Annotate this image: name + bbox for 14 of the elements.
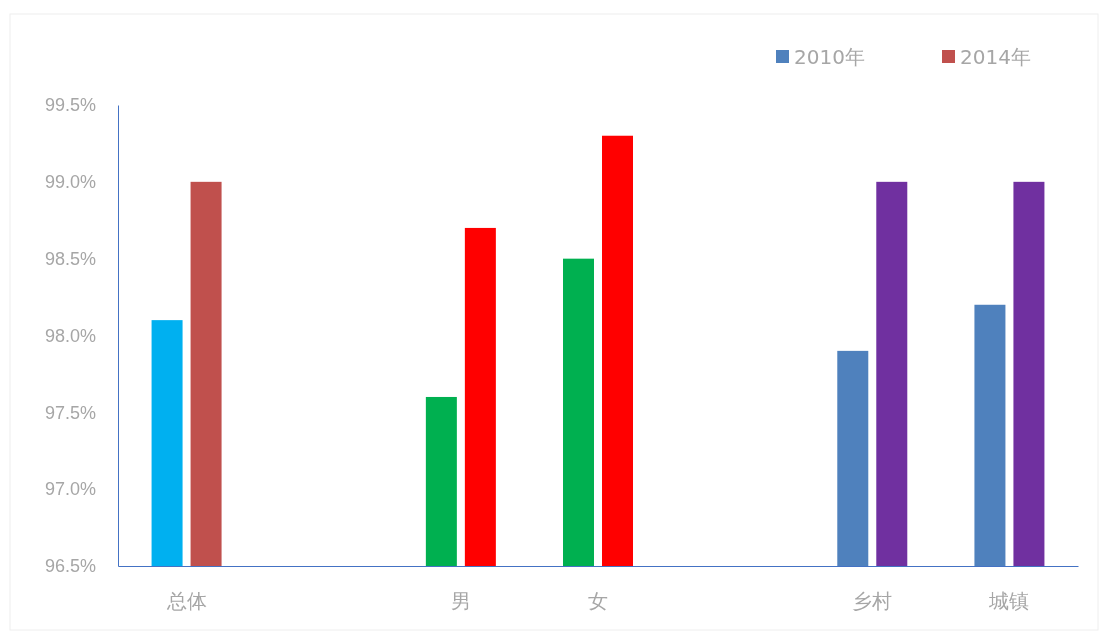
x-tick-label: 女 (588, 590, 608, 613)
y-tick-label: 99.0% (44, 172, 96, 193)
y-tick-label: 99.5% (44, 95, 96, 116)
y-tick-label: 97.0% (44, 479, 96, 500)
y-tick-label: 98.0% (44, 325, 96, 346)
x-tick-label: 男 (450, 590, 471, 613)
y-tick-label: 98.5% (44, 248, 96, 269)
x-tick-label: 乡村 (852, 590, 893, 613)
y-tick-label: 96.5% (44, 556, 96, 577)
legend-label: 2010年 (794, 45, 865, 69)
x-tick-label: 城镇 (988, 590, 1030, 613)
x-tick-label: 总体 (165, 590, 207, 613)
legend-label: 2014年 (960, 45, 1031, 69)
y-tick-label: 97.5% (44, 402, 96, 423)
